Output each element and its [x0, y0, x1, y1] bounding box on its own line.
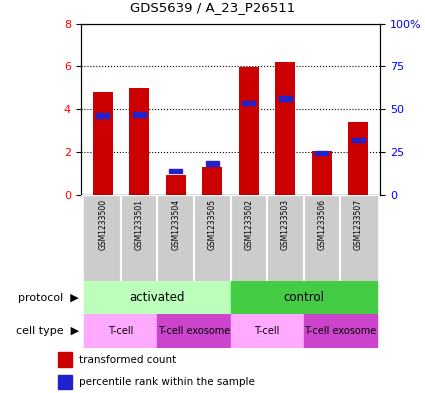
Bar	[85, 281, 230, 314]
Bar	[93, 92, 113, 195]
Text: cell type  ▶: cell type ▶	[15, 326, 79, 336]
Bar	[202, 167, 222, 195]
Bar	[58, 375, 72, 389]
Bar	[267, 195, 303, 281]
Bar	[133, 112, 146, 117]
Bar	[352, 138, 365, 142]
Bar	[239, 67, 259, 195]
Text: T-cell exosome: T-cell exosome	[304, 326, 376, 336]
Text: GSM1233501: GSM1233501	[135, 199, 144, 250]
Bar	[166, 175, 186, 195]
Bar	[315, 151, 329, 155]
Bar	[96, 113, 109, 118]
Text: activated: activated	[130, 291, 185, 304]
Bar	[85, 314, 158, 348]
Bar	[129, 88, 149, 195]
Bar	[58, 353, 72, 367]
Bar	[279, 96, 292, 101]
Text: percentile rank within the sample: percentile rank within the sample	[79, 377, 255, 387]
Bar	[194, 195, 231, 281]
Text: protocol  ▶: protocol ▶	[18, 293, 79, 303]
Text: GSM1233500: GSM1233500	[98, 199, 107, 250]
Bar	[275, 62, 295, 195]
Bar	[303, 195, 340, 281]
Text: GSM1233507: GSM1233507	[354, 199, 363, 250]
Bar	[303, 314, 377, 348]
Bar	[242, 101, 255, 105]
Text: GSM1233505: GSM1233505	[208, 199, 217, 250]
Bar	[85, 195, 121, 281]
Text: control: control	[283, 291, 324, 304]
Bar	[348, 122, 368, 195]
Text: GSM1233502: GSM1233502	[244, 199, 253, 250]
Text: T-cell: T-cell	[255, 326, 280, 336]
Text: transformed count: transformed count	[79, 354, 176, 365]
Text: T-cell: T-cell	[108, 326, 133, 336]
Bar	[158, 314, 230, 348]
Bar	[312, 151, 332, 195]
Text: GSM1233504: GSM1233504	[171, 199, 180, 250]
Text: GSM1233503: GSM1233503	[281, 199, 290, 250]
Bar	[169, 169, 182, 173]
Bar	[230, 195, 267, 281]
Text: GDS5639 / A_23_P26511: GDS5639 / A_23_P26511	[130, 1, 295, 14]
Bar	[121, 195, 158, 281]
Bar	[230, 314, 303, 348]
Bar	[340, 195, 377, 281]
Bar	[230, 281, 377, 314]
Text: T-cell exosome: T-cell exosome	[158, 326, 230, 336]
Bar	[206, 162, 219, 166]
Text: GSM1233506: GSM1233506	[317, 199, 326, 250]
Bar	[158, 195, 194, 281]
